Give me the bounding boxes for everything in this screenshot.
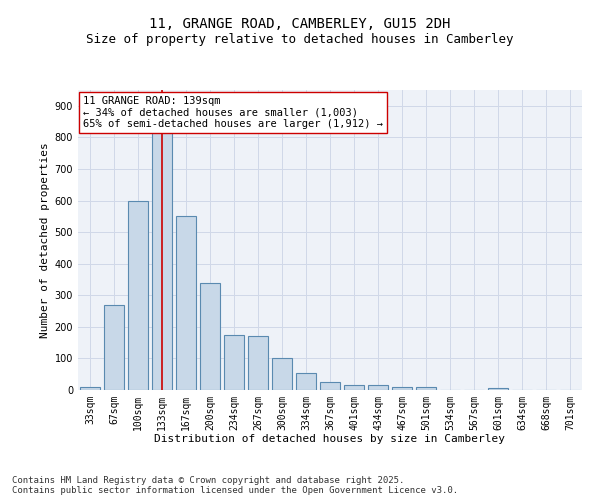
Bar	[272, 358, 292, 390]
Text: Contains HM Land Registry data © Crown copyright and database right 2025.
Contai: Contains HM Land Registry data © Crown c…	[12, 476, 458, 495]
Text: 11, GRANGE ROAD, CAMBERLEY, GU15 2DH: 11, GRANGE ROAD, CAMBERLEY, GU15 2DH	[149, 18, 451, 32]
Text: Size of property relative to detached houses in Camberley: Size of property relative to detached ho…	[86, 32, 514, 46]
Y-axis label: Number of detached properties: Number of detached properties	[40, 142, 50, 338]
Bar	[200, 282, 220, 390]
Bar	[344, 386, 364, 390]
Bar	[248, 336, 268, 390]
X-axis label: Distribution of detached houses by size in Camberley: Distribution of detached houses by size …	[155, 434, 505, 444]
Bar	[224, 334, 244, 390]
Bar	[416, 388, 436, 390]
Bar	[296, 372, 316, 390]
Bar	[176, 216, 196, 390]
Bar	[80, 387, 100, 390]
Bar	[320, 382, 340, 390]
Bar	[488, 388, 508, 390]
Bar	[392, 387, 412, 390]
Bar	[152, 124, 172, 390]
Bar	[104, 304, 124, 390]
Bar	[128, 200, 148, 390]
Bar	[368, 386, 388, 390]
Text: 11 GRANGE ROAD: 139sqm
← 34% of detached houses are smaller (1,003)
65% of semi-: 11 GRANGE ROAD: 139sqm ← 34% of detached…	[83, 96, 383, 129]
